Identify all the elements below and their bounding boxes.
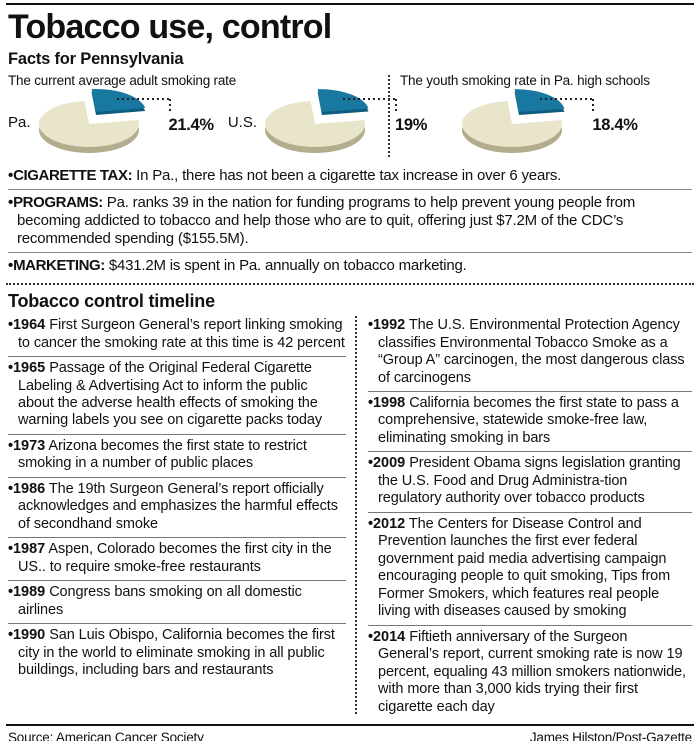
fact-text: Pa. ranks 39 in the nation for funding p…: [17, 194, 636, 247]
fact-label: CIGARETTE TAX:: [13, 166, 133, 184]
timeline-year: 1973: [12, 437, 46, 454]
section-divider-dotted: [6, 283, 694, 286]
fact-text: $431.2M is spent in Pa. annually on toba…: [108, 257, 467, 275]
timeline-title: Tobacco control timeline: [8, 291, 215, 312]
adult-smoking-section: The current average adult smoking rate P…: [8, 72, 427, 161]
timeline-text: The Centers for Disease Control and Prev…: [378, 515, 671, 620]
timeline-item: 1992 The U.S. Environmental Protection A…: [368, 314, 692, 392]
adult-caption: The current average adult smoking rate: [8, 72, 237, 88]
page-subtitle: Facts for Pennsylvania: [8, 49, 184, 68]
timeline-year: 1989: [12, 584, 46, 601]
timeline-item: 2009 President Obama signs legislation g…: [368, 452, 692, 513]
source-credit: Source: American Cancer Society: [8, 729, 204, 741]
timeline-year: 1990: [12, 627, 46, 644]
timeline-item: 1986 The 19th Surgeon General’s report o…: [8, 478, 346, 539]
timeline-item: 1965 Passage of the Original Federal Cig…: [8, 357, 346, 435]
timeline-left-column: 1964 First Surgeon General’s report link…: [8, 314, 346, 720]
timeline-text: San Luis Obispo, California becomes the …: [18, 627, 335, 679]
fact-text: In Pa., there has not been a cigarette t…: [136, 166, 562, 184]
timeline-text: The 19th Surgeon General’s report offici…: [18, 480, 338, 532]
timeline-year: 1964: [12, 317, 46, 334]
timeline-text: California becomes the first state to pa…: [378, 395, 679, 446]
timeline-text: Arizona becomes the first state to restr…: [18, 437, 307, 472]
us-pie-value: 19%: [395, 116, 428, 135]
page-title: Tobacco use, control: [8, 8, 332, 46]
timeline-text: First Surgeon General’s report linking s…: [18, 317, 345, 351]
timeline-year: 2009: [372, 455, 406, 472]
youth-pie-value: 18.4%: [592, 116, 638, 135]
us-pie-label: U.S.: [227, 114, 257, 132]
timeline-text: Aspen, Colorado becomes the first city i…: [18, 541, 332, 575]
fact-item: PROGRAMS: Pa. ranks 39 in the nation for…: [8, 190, 692, 254]
youth-pie-row: 18.4%: [400, 80, 692, 156]
fact-label: PROGRAMS:: [13, 194, 103, 212]
pa-pie-label: Pa.: [8, 114, 31, 132]
timeline-right-column: 1992 The U.S. Environmental Protection A…: [368, 314, 692, 720]
timeline-item: 2012 The Centers for Disease Control and…: [368, 513, 692, 626]
timeline-text: The U.S. Environmental Protection Agency…: [378, 317, 685, 386]
header: Tobacco use, control Facts for Pennsylva…: [8, 8, 692, 69]
timeline-item: 1990 San Luis Obispo, California becomes…: [8, 624, 346, 683]
youth-pie-chart-icon: [462, 88, 595, 153]
timeline-year: 2014: [372, 628, 406, 645]
timeline-text: Fiftieth anniversary of the Surgeon Gene…: [378, 628, 686, 715]
timeline-item: 2014 Fiftieth anniversary of the Surgeon…: [368, 626, 692, 720]
pa-pie-chart-icon: [38, 88, 171, 153]
author-credit: James Hilston/Post-Gazette: [529, 729, 692, 741]
youth-smoking-section: The youth smoking rate in Pa. high schoo…: [392, 73, 692, 161]
timeline-column-divider: [355, 316, 357, 714]
timeline-text: Congress bans smoking on all domestic ai…: [18, 584, 302, 618]
pie-section-divider: [388, 74, 390, 157]
timeline-year: 1992: [372, 317, 406, 334]
us-pie-chart-icon: [265, 88, 397, 153]
fact-item: MARKETING: $431.2M is spent in Pa. annua…: [8, 253, 692, 280]
timeline-item: 1987 Aspen, Colorado becomes the first c…: [8, 538, 346, 582]
timeline-item: 1998 California becomes the first state …: [368, 392, 692, 453]
timeline-item: 1989 Congress bans smoking on all domest…: [8, 581, 346, 625]
timeline-year: 2012: [372, 515, 406, 532]
adult-pies-row: Pa. 21.4% U.S.: [8, 82, 427, 154]
timeline-columns: 1964 First Surgeon General’s report link…: [8, 314, 692, 720]
timeline-text: President Obama signs legislation granti…: [378, 455, 681, 507]
footer: Source: American Cancer Society James Hi…: [6, 723, 694, 741]
timeline-item: 1964 First Surgeon General’s report link…: [8, 314, 346, 358]
pa-pie-value: 21.4%: [168, 116, 215, 135]
timeline-year: 1998: [372, 395, 406, 411]
facts-list: CIGARETTE TAX: In Pa., there has not bee…: [8, 163, 692, 280]
timeline-text: Passage of the Original Federal Cigarett…: [18, 360, 323, 429]
youth-caption: The youth smoking rate in Pa. high schoo…: [400, 72, 650, 88]
timeline-year: 1986: [12, 480, 46, 497]
fact-label: MARKETING:: [13, 257, 105, 275]
top-rule: [6, 3, 694, 5]
fact-item: CIGARETTE TAX: In Pa., there has not bee…: [8, 163, 692, 191]
pie-charts-section: The current average adult smoking rate P…: [8, 73, 692, 161]
timeline-year: 1987: [12, 541, 46, 558]
timeline-item: 1973 Arizona becomes the first state to …: [8, 435, 346, 478]
timeline-year: 1965: [12, 360, 46, 377]
